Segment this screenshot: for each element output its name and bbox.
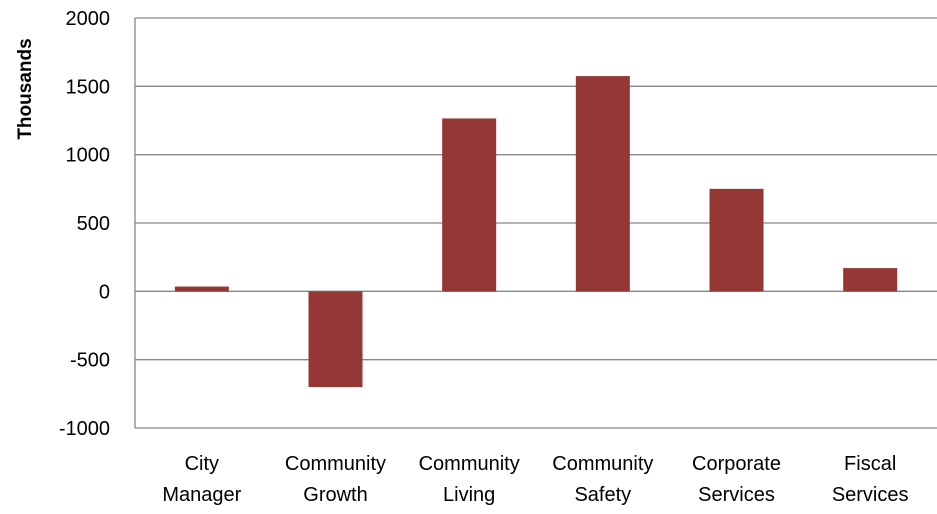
- bar: [709, 188, 764, 292]
- x-category-label: Living: [443, 484, 495, 506]
- x-category-label: Safety: [574, 484, 631, 506]
- y-tick-label: 1500: [66, 76, 111, 98]
- x-category-label: Services: [698, 484, 775, 506]
- x-category-labels: City Manager Community Growth Community Livin…: [162, 453, 908, 506]
- bar: [174, 286, 229, 292]
- gridlines: [134, 17, 937, 429]
- y-tick-label: 1000: [66, 145, 111, 167]
- y-tick-label: 500: [77, 213, 110, 235]
- bar: [575, 76, 630, 292]
- x-category-label: Corporate: [692, 453, 781, 475]
- x-category-label: Fiscal: [844, 453, 896, 475]
- y-tick-labels: 2000 1500 1000 500 0 -500 -1000: [59, 8, 110, 440]
- y-axis-title: Thousands: [15, 38, 36, 139]
- bar: [442, 118, 497, 292]
- x-category-label: Community: [419, 453, 520, 475]
- bar: [843, 268, 898, 292]
- y-tick-label: 0: [99, 281, 110, 303]
- x-category-label: Manager: [162, 484, 241, 506]
- x-category-label: Growth: [303, 484, 367, 506]
- x-category-label: Services: [832, 484, 909, 506]
- y-tick-label: -1000: [59, 418, 110, 440]
- bars: [174, 76, 898, 387]
- x-category-label: City: [185, 453, 219, 475]
- bar: [308, 291, 363, 387]
- x-category-label: Community: [285, 453, 386, 475]
- y-tick-label: -500: [70, 350, 110, 372]
- y-tick-label: 2000: [66, 8, 111, 30]
- x-category-label: Community: [552, 453, 653, 475]
